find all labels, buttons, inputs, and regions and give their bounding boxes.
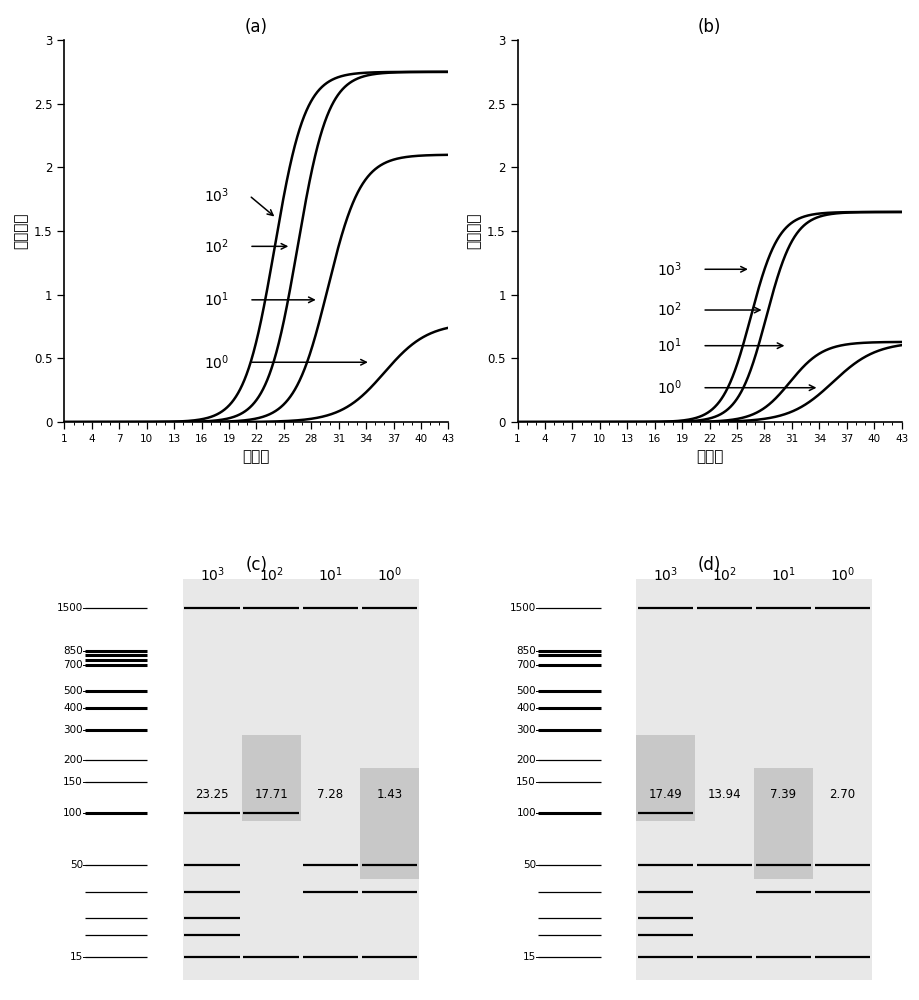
Text: 400: 400 [516,703,536,713]
Text: 300: 300 [516,725,536,735]
X-axis label: 循环数: 循环数 [243,449,270,464]
Text: 17.71: 17.71 [254,788,288,801]
Title: (b): (b) [698,18,720,36]
Bar [359,768,418,879]
Title: (d): (d) [698,556,720,574]
Text: $10^1$: $10^1$ [204,291,229,309]
Text: 15: 15 [522,952,536,962]
Text: $10^2$: $10^2$ [258,566,283,584]
Text: 500: 500 [63,686,83,696]
Bar [753,768,812,879]
Text: $10^1$: $10^1$ [770,566,795,584]
Text: 200: 200 [63,755,83,765]
Title: (c): (c) [245,556,267,574]
Text: 17.49: 17.49 [648,788,681,801]
Bar [242,579,301,980]
Text: 200: 200 [516,755,536,765]
Text: 23.25: 23.25 [195,788,229,801]
Text: 700: 700 [63,660,83,670]
Text: $10^2$: $10^2$ [656,301,681,319]
Text: 400: 400 [63,703,83,713]
Text: 50: 50 [70,860,83,870]
Bar [242,735,301,821]
Text: $10^2$: $10^2$ [204,237,229,256]
Bar [301,579,359,980]
Text: 13.94: 13.94 [707,788,741,801]
Text: $10^0$: $10^0$ [829,566,855,584]
Text: 850: 850 [516,646,536,656]
Text: $10^1$: $10^1$ [656,336,681,355]
Text: 100: 100 [516,808,536,818]
Text: 1500: 1500 [57,603,83,613]
Title: (a): (a) [244,18,267,36]
Bar [635,735,694,821]
Bar [635,579,694,980]
Text: 1.43: 1.43 [376,788,402,801]
Text: $10^0$: $10^0$ [203,353,229,372]
Y-axis label: 响应单位: 响应单位 [14,213,28,249]
Text: $10^0$: $10^0$ [376,566,402,584]
Text: 150: 150 [516,777,536,787]
Bar [182,579,242,980]
Text: $10^0$: $10^0$ [656,378,681,397]
Text: 15: 15 [70,952,83,962]
Text: 700: 700 [516,660,536,670]
Text: 500: 500 [516,686,536,696]
Text: 150: 150 [63,777,83,787]
Text: 1500: 1500 [509,603,536,613]
X-axis label: 循环数: 循环数 [695,449,722,464]
Text: $10^3$: $10^3$ [199,566,224,584]
Text: 2.70: 2.70 [829,788,855,801]
Text: 300: 300 [63,725,83,735]
Text: $10^3$: $10^3$ [652,566,677,584]
Text: $10^1$: $10^1$ [317,566,343,584]
Bar [694,579,753,980]
Text: $10^3$: $10^3$ [656,260,681,279]
Text: $10^2$: $10^2$ [711,566,736,584]
Bar [812,579,871,980]
Text: 100: 100 [63,808,83,818]
Text: 7.39: 7.39 [769,788,796,801]
Text: 7.28: 7.28 [317,788,343,801]
Bar [359,579,418,980]
Text: 850: 850 [63,646,83,656]
Text: 50: 50 [522,860,536,870]
Y-axis label: 响应单位: 响应单位 [466,213,481,249]
Bar [753,579,812,980]
Text: $10^3$: $10^3$ [204,186,229,205]
